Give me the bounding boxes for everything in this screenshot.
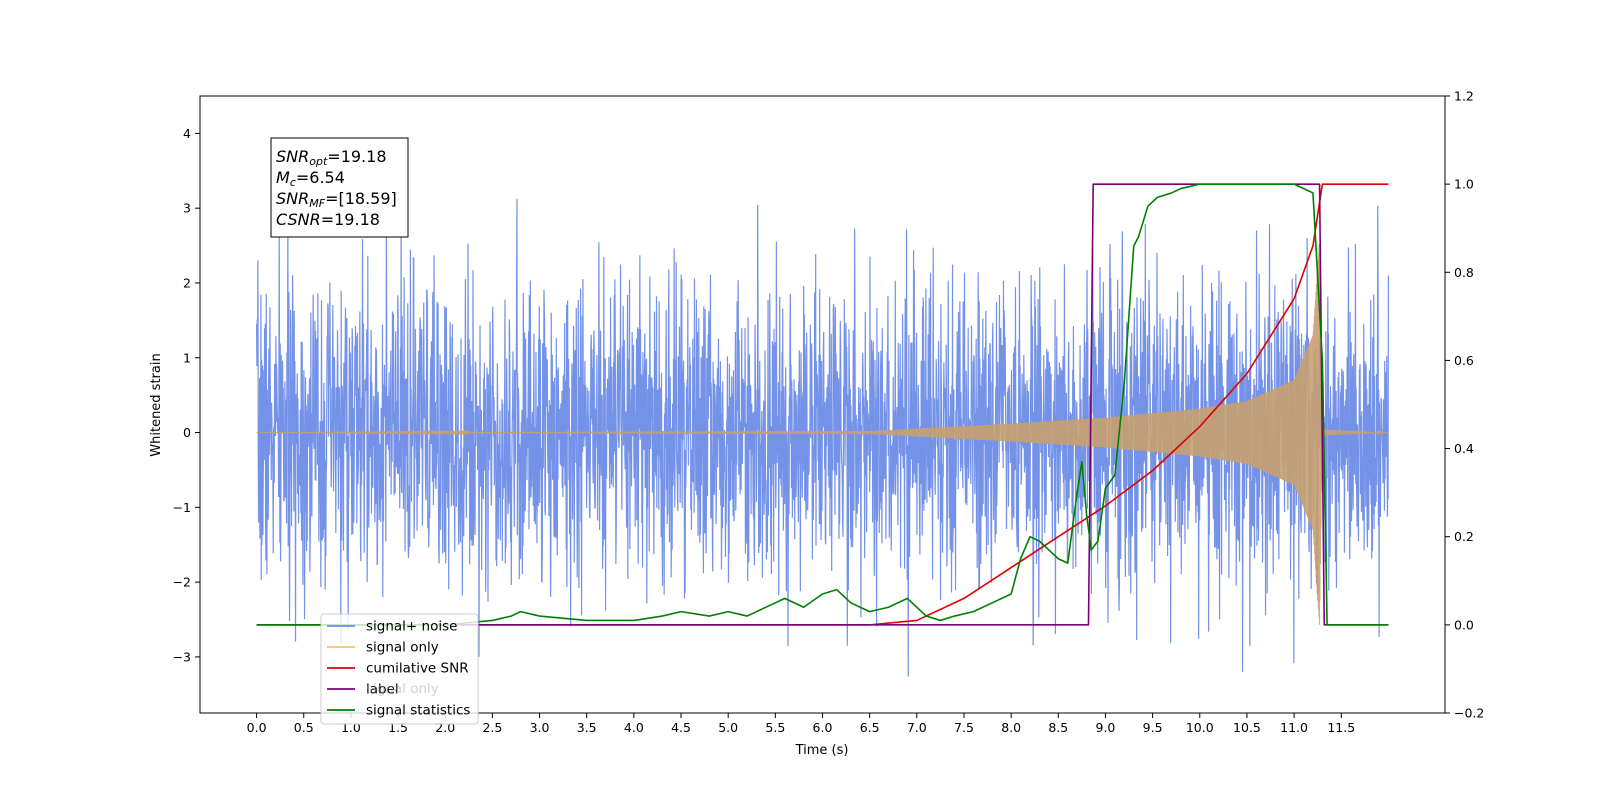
legend-label: signal+ noise — [366, 619, 457, 635]
annotation-value: =[18.59] — [325, 189, 397, 208]
y-tick-label: 4 — [183, 126, 191, 141]
legend: signal+ noise signal only cumilative SNR la… — [320, 613, 479, 725]
snr-annotation-box: SNRopt=19.18Mc=6.54SNRMF=[18.59]CSNR=19.… — [270, 137, 409, 238]
x-axis-label: Time (s) — [795, 743, 849, 758]
x-tick-label: 4.0 — [624, 720, 644, 735]
x-tick-label: 10.5 — [1233, 720, 1261, 735]
legend-label: label — [366, 682, 399, 698]
x-tick-label: 5.5 — [765, 720, 785, 735]
annotation-symbol: CSNR — [276, 210, 321, 229]
y2-tick-label: 1.0 — [1454, 177, 1474, 192]
y2-tick-label: −0.2 — [1454, 706, 1484, 721]
y2-tick-label: 1.2 — [1454, 89, 1474, 104]
annotation-subscript: opt — [309, 155, 328, 168]
y2-tick-label: 0.8 — [1454, 265, 1474, 280]
legend-entry-signal-statistics: signal statistics — [327, 703, 470, 719]
legend-entry-label: label — [327, 682, 399, 698]
annotation-value: =19.18 — [327, 147, 386, 166]
x-tick-label: 9.0 — [1096, 720, 1116, 735]
x-tick-label: 5.0 — [718, 720, 738, 735]
series-cumilative-snr — [256, 183, 1389, 626]
series-signal-noise — [255, 198, 1390, 677]
y-tick-label: −2 — [173, 575, 191, 590]
y-tick-label: 1 — [183, 350, 191, 365]
x-tick-label: 11.5 — [1327, 720, 1355, 735]
y-tick-label: 3 — [183, 201, 191, 216]
x-tick-label: 3.5 — [577, 720, 597, 735]
y-tick-label: −1 — [173, 500, 191, 515]
x-tick-label: 10.0 — [1186, 720, 1214, 735]
x-tick-label: 6.5 — [860, 720, 880, 735]
x-tick-label: 8.0 — [1001, 720, 1021, 735]
x-tick-label: 3.0 — [530, 720, 550, 735]
x-tick-label: 0.5 — [294, 720, 314, 735]
x-tick-label: 8.5 — [1048, 720, 1068, 735]
x-tick-label: 6.0 — [813, 720, 833, 735]
x-tick-label: 4.5 — [671, 720, 691, 735]
y2-tick-label: 0.0 — [1454, 617, 1474, 632]
y-axis-label: Whitened strain — [149, 353, 164, 456]
series-signal-only — [256, 244, 1389, 625]
y-tick-label: −3 — [173, 649, 191, 664]
series-signal-statistics — [256, 183, 1389, 626]
legend-label: signal only — [366, 640, 439, 656]
annotation-subscript: MF — [309, 197, 325, 210]
annotation-line: CSNR=19.18 — [276, 210, 380, 229]
plot-area — [255, 183, 1390, 677]
x-tick-label: 2.5 — [482, 720, 502, 735]
legend-entry-cumilative-snr: cumilative SNR — [327, 661, 469, 677]
annotation-symbol: M — [276, 168, 290, 187]
annotation-frame — [270, 137, 409, 238]
annotation-symbol: SNR — [276, 189, 309, 208]
y2-tick-label: 0.2 — [1454, 529, 1474, 544]
legend-entry-signal-only: signal only — [327, 640, 439, 656]
series-layer — [255, 183, 1390, 677]
legend-entry-signal-noise: signal+ noise — [327, 619, 457, 635]
annotation-value: =6.54 — [296, 168, 345, 187]
x-tick-label: 11.0 — [1280, 720, 1308, 735]
annotation-line: Mc=6.54 — [276, 168, 345, 189]
y2-tick-label: 0.4 — [1454, 441, 1474, 456]
y-tick-label: 2 — [183, 275, 191, 290]
legend-frame — [320, 613, 479, 725]
x-tick-label: 9.5 — [1143, 720, 1163, 735]
x-tick-label: 0.0 — [247, 720, 267, 735]
y-axis-left: −3 −2 −1 0 1 2 3 4 — [173, 126, 200, 664]
y-tick-label: 0 — [183, 425, 191, 440]
annotation-subscript: c — [290, 176, 296, 189]
legend-ghost-label: signal only — [366, 681, 439, 697]
annotation-symbol: SNR — [276, 147, 309, 166]
y-axis-right: −0.2 0.0 0.2 0.4 0.6 0.8 1.0 1.2 — [1445, 89, 1484, 721]
annotation-value: =19.18 — [321, 210, 380, 229]
y2-tick-label: 0.6 — [1454, 353, 1474, 368]
legend-label: cumilative SNR — [366, 661, 469, 677]
x-tick-label: 7.5 — [954, 720, 974, 735]
annotation-line: SNRMF=[18.59] — [276, 189, 397, 210]
annotation-line: SNRopt=19.18 — [276, 147, 387, 168]
legend-label: signal statistics — [366, 703, 470, 719]
x-tick-label: 7.0 — [907, 720, 927, 735]
